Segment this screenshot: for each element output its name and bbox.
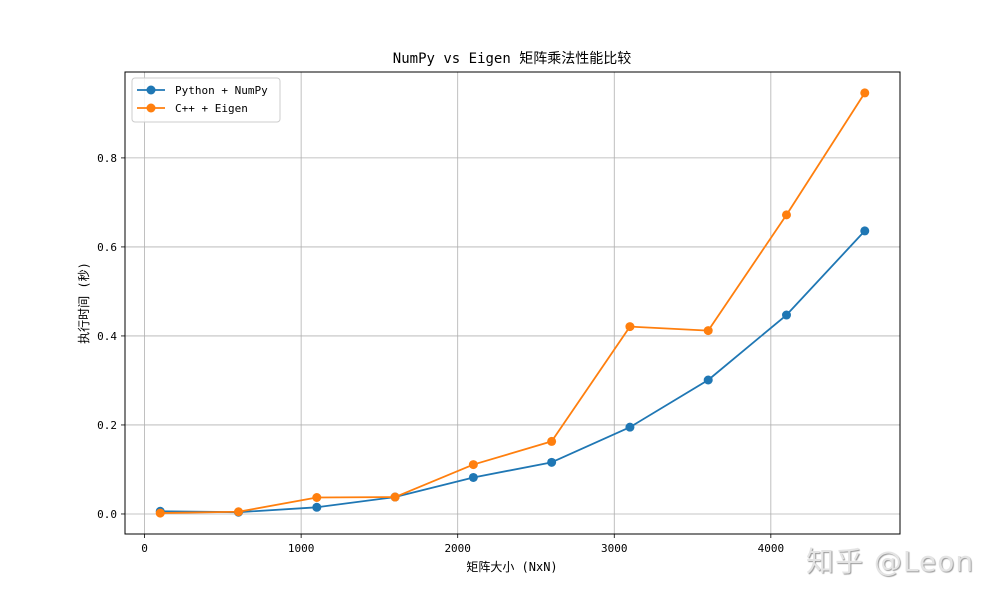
grid-lines (125, 72, 900, 534)
legend-item-eigen: C++ + Eigen (137, 102, 248, 115)
data-point-marker (312, 502, 322, 512)
legend-label: C++ + Eigen (175, 102, 248, 115)
x-tick-label: 1000 (288, 542, 315, 555)
legend-item-numpy: Python + NumPy (137, 84, 268, 97)
y-tick-label: 0.8 (97, 152, 117, 165)
data-point-marker (390, 492, 400, 502)
data-point-marker (860, 88, 870, 98)
data-point-marker (625, 322, 635, 332)
x-tick-label: 4000 (758, 542, 785, 555)
x-tick-label: 2000 (444, 542, 471, 555)
data-point-marker (547, 457, 557, 467)
plot-frame (124, 71, 901, 535)
y-tick-label: 0.0 (97, 508, 117, 521)
data-point-marker (312, 493, 322, 503)
data-point-marker (860, 226, 870, 236)
y-tick-label: 0.2 (97, 419, 117, 432)
watermark-text: 知乎 @Leon (806, 545, 975, 578)
y-tick-label: 0.6 (97, 241, 117, 254)
legend: Python + NumPy C++ + Eigen (131, 77, 281, 123)
series-numpy (155, 226, 870, 517)
series-eigen (155, 88, 870, 518)
x-axis-ticks: 0 1000 2000 3000 4000 (141, 534, 784, 555)
legend-marker-icon (146, 103, 156, 113)
chart-title: NumPy vs Eigen 矩阵乘法性能比较 (393, 51, 631, 67)
x-tick-label: 0 (141, 542, 148, 555)
series-line (160, 230, 866, 514)
data-point-marker (625, 422, 635, 432)
x-tick-label: 3000 (601, 542, 628, 555)
series-line (160, 92, 866, 514)
data-point-marker (234, 507, 244, 517)
data-point-marker (703, 326, 713, 336)
series-layer (155, 88, 870, 518)
y-axis-label: 执行时间 (秒) (77, 262, 91, 344)
data-point-marker (468, 460, 478, 470)
legend-box (131, 77, 281, 123)
legend-marker-icon (146, 85, 156, 95)
data-point-marker (781, 210, 791, 220)
legend-label: Python + NumPy (175, 84, 268, 97)
y-tick-label: 0.4 (97, 330, 117, 343)
data-point-marker (703, 375, 713, 385)
y-axis-ticks: 0.0 0.2 0.4 0.6 0.8 (97, 152, 125, 521)
data-point-marker (155, 508, 165, 518)
data-point-marker (547, 436, 557, 446)
data-point-marker (781, 310, 791, 320)
x-axis-label: 矩阵大小 (NxN) (466, 560, 557, 574)
data-point-marker (468, 472, 478, 482)
